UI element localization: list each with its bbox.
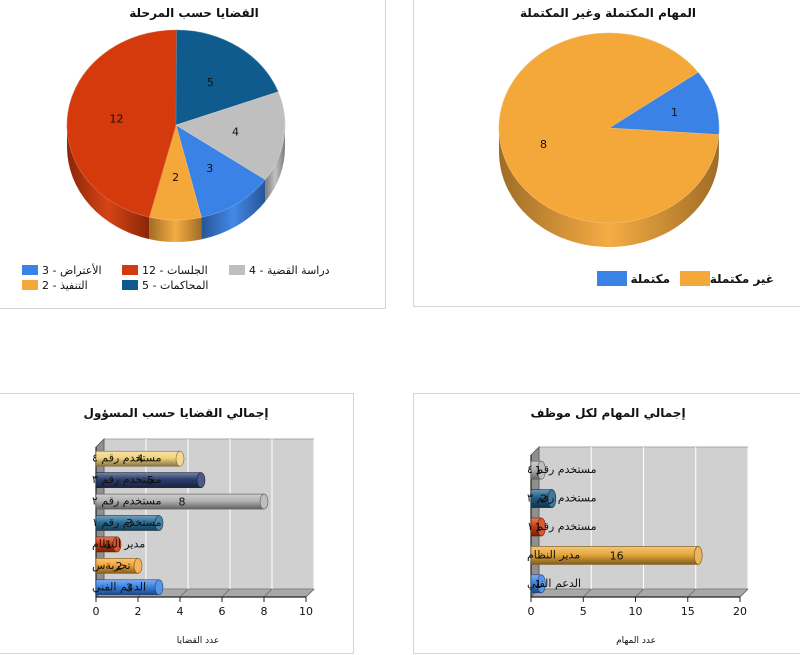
- chart-title: المهام المكتملة وغير المكتملة: [520, 6, 696, 21]
- x-tick-label-2: 5: [580, 605, 587, 618]
- legend-label-1: مكتملة: [630, 272, 670, 286]
- legend-swatch-3: [229, 265, 245, 275]
- y-category-label-5: الدعم الفني: [527, 577, 581, 590]
- data-label-5: 5: [207, 76, 214, 89]
- x-tick-label-6: 10: [299, 605, 313, 618]
- legend-label-5: المحاكمات - 5: [142, 279, 209, 292]
- x-tick-label-5: 20: [733, 605, 747, 618]
- legend-label-2: الجلسات - 12: [142, 264, 208, 277]
- bar-cap-4: [694, 546, 702, 564]
- legend-label-3: دراسة القضية - 4: [249, 264, 330, 277]
- x-tick-label-4: 6: [219, 605, 226, 618]
- x-tick-label-1: 0: [93, 605, 100, 618]
- x-tick-label-3: 4: [177, 605, 184, 618]
- y-category-label-2: مستخدم رقم ٣: [92, 473, 162, 486]
- bar-cap-2: [197, 473, 205, 488]
- pie-top: [67, 30, 285, 220]
- y-category-label-1: مستخدم رقم ٤: [527, 463, 597, 476]
- legend-swatch-1: [597, 271, 627, 286]
- bar-value-3: 8: [179, 496, 186, 509]
- legend-swatch-5: [122, 280, 138, 290]
- pie-top: [499, 33, 719, 223]
- tasks-per-employee-panel: إجمالي المهام لكل موظف 0 5 10 15 20 عدد المهام…: [413, 393, 800, 654]
- data-label-1: 1: [671, 106, 678, 119]
- x-tick-label-1: 0: [528, 605, 535, 618]
- bar-cap-6: [134, 558, 142, 573]
- legend-label-1: الأعتراض - 3: [42, 263, 102, 277]
- y-category-label-4: مستخدم رقم ١: [92, 516, 162, 529]
- data-label-2: 12: [110, 112, 124, 125]
- x-axis-title: عدد المهام: [616, 636, 656, 646]
- tasks-completion-chart: المهام المكتملة وغير المكتملة 1 8 غير مكتمل…: [414, 0, 800, 308]
- data-label-4: 2: [172, 171, 179, 184]
- x-tick-label-2: 2: [135, 605, 142, 618]
- tasks-completion-panel: المهام المكتملة وغير المكتملة 1 8 غير مكتمل…: [413, 0, 800, 307]
- legend-swatch-4: [22, 280, 38, 290]
- y-category-label-3: مستخدم رقم ٢: [92, 495, 162, 508]
- chart-title: إجمالي القضايا حسب المسؤول: [84, 406, 269, 421]
- y-category-label-4: مدير النظام: [527, 548, 580, 561]
- chart-title: إجمالي المهام لكل موظف: [530, 406, 685, 421]
- slice-4-side: [149, 217, 201, 242]
- legend-label-2: غير مكتملة: [710, 272, 774, 286]
- legend-swatch-2: [680, 271, 710, 286]
- data-label-2: 8: [540, 138, 547, 151]
- x-tick-label-4: 15: [681, 605, 695, 618]
- cases-by-stage-chart: القضايا حسب المرحلة 3 2 12 5 4 الأعتراض - 3 الج…: [0, 0, 387, 310]
- cases-by-owner-chart: إجمالي القضايا حسب المسؤول 0 2 4 6 8 10 عدد الق…: [0, 394, 355, 655]
- bar-cap-7: [155, 580, 163, 595]
- y-category-label-2: مستخدم رقم ٣: [527, 492, 597, 505]
- x-tick-label-3: 10: [629, 605, 643, 618]
- data-label-1: 3: [206, 162, 213, 175]
- bar-cap-3: [260, 494, 268, 509]
- cases-by-stage-panel: القضايا حسب المرحلة 3 2 12 5 4 الأعتراض - 3 الج…: [0, 0, 386, 309]
- bar-value-4: 16: [610, 549, 624, 562]
- bar-cap-1: [176, 451, 184, 466]
- y-category-label-5: مدير النظام: [92, 537, 145, 550]
- cases-by-owner-panel: إجمالي القضايا حسب المسؤول 0 2 4 6 8 10 عدد الق…: [0, 393, 354, 654]
- x-axis-title: عدد القضايا: [177, 636, 220, 646]
- tasks-per-employee-chart: إجمالي المهام لكل موظف 0 5 10 15 20 عدد المهام…: [414, 394, 800, 655]
- data-label-3: 4: [232, 126, 239, 139]
- y-category-label-3: مستخدم رقم ١: [527, 520, 597, 533]
- y-category-label-6: تجربةس: [92, 559, 131, 572]
- y-category-label-1: مستخدم رقم ٤: [92, 452, 162, 465]
- x-tick-label-5: 8: [261, 605, 268, 618]
- chart-title: القضايا حسب المرحلة: [129, 6, 258, 20]
- legend-swatch-1: [22, 265, 38, 275]
- legend-label-4: التنفيذ - 2: [42, 279, 88, 292]
- y-category-label-7: الدعم الفني: [92, 580, 146, 593]
- legend-swatch-2: [122, 265, 138, 275]
